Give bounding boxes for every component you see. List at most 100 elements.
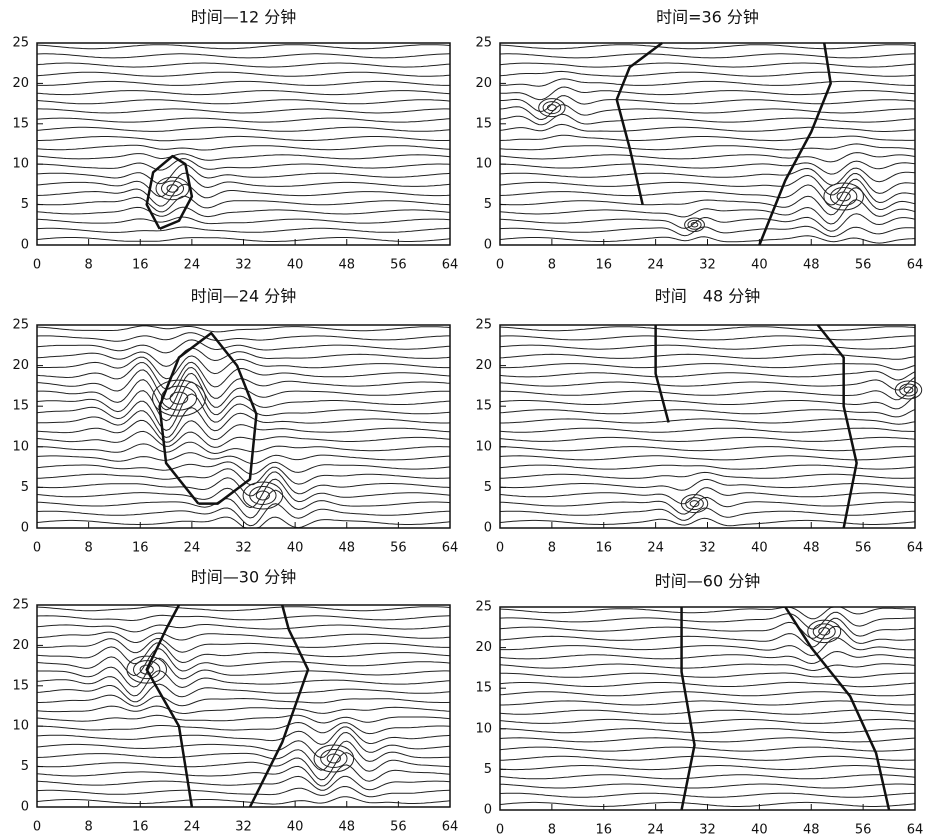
streamline — [36, 648, 451, 677]
x-tick-label: 24 — [184, 258, 201, 273]
streamline — [499, 395, 916, 410]
y-tick-label: 10 — [12, 719, 29, 734]
streamline — [36, 419, 451, 443]
streamline — [36, 80, 450, 86]
streamline — [36, 726, 451, 745]
x-tick-label: 8 — [84, 541, 92, 556]
streamline — [36, 740, 451, 771]
y-tick-label: 15 — [475, 399, 492, 414]
streamline — [499, 134, 916, 142]
x-tick-label: 56 — [390, 258, 407, 273]
streamline — [500, 384, 916, 401]
x-tick-label: 56 — [855, 823, 872, 835]
streamline — [36, 226, 451, 233]
vortex — [169, 391, 189, 405]
vortex — [538, 98, 566, 118]
panel-title: 时间—30 分钟 — [191, 568, 296, 587]
y-tick-label: 0 — [21, 521, 29, 536]
streamline — [499, 650, 916, 665]
vortex — [680, 494, 709, 514]
front-line — [248, 604, 310, 808]
y-tick-label: 20 — [475, 358, 492, 373]
x-tick-label: 0 — [33, 820, 41, 835]
x-tick-label: 24 — [184, 820, 201, 835]
streamline — [499, 728, 916, 734]
streamline — [499, 152, 916, 163]
streamline — [500, 363, 916, 371]
streamline — [499, 663, 916, 672]
streamline — [36, 381, 451, 422]
streamline — [499, 617, 916, 639]
streamline — [36, 605, 451, 612]
x-tick-label: 48 — [338, 820, 355, 835]
streamline — [37, 108, 451, 114]
streamline — [499, 326, 916, 332]
vortex — [836, 191, 851, 202]
streamline — [36, 99, 451, 105]
vortex — [807, 619, 842, 644]
streamline — [36, 614, 451, 622]
streamline — [36, 721, 451, 735]
panel-title: 时间=36 分钟 — [656, 8, 759, 27]
streamline — [499, 792, 915, 798]
y-tick-label: 15 — [12, 399, 29, 414]
streamline — [499, 187, 916, 216]
vortex — [326, 753, 341, 764]
streamline — [499, 213, 916, 232]
streamline — [499, 104, 916, 121]
vortex — [313, 744, 355, 773]
x-tick-label: 16 — [132, 541, 149, 556]
streamline — [36, 430, 451, 448]
y-tick-label: 20 — [475, 76, 492, 91]
streamline — [499, 62, 916, 68]
y-tick-label: 0 — [21, 800, 29, 815]
y-tick-label: 0 — [484, 238, 492, 253]
x-tick-label: 24 — [647, 541, 664, 556]
streamline — [499, 376, 916, 391]
streamline — [499, 160, 916, 175]
streamline — [499, 746, 916, 752]
streamline — [500, 637, 915, 657]
x-tick-label: 48 — [803, 541, 820, 556]
streamline — [499, 755, 916, 761]
panel-title: 时间 48 分钟 — [655, 287, 760, 306]
streamline — [36, 624, 451, 633]
vortex — [320, 749, 348, 769]
streamline — [36, 705, 451, 715]
streamline — [499, 86, 916, 101]
x-tick-label: 16 — [595, 541, 612, 556]
streamline — [36, 683, 451, 703]
streamline — [499, 53, 916, 59]
streamline — [499, 606, 916, 620]
y-tick-label: 10 — [12, 439, 29, 454]
streamline — [36, 153, 451, 161]
x-tick-label: 48 — [803, 823, 820, 835]
streamline — [36, 478, 451, 509]
front-line — [680, 607, 696, 811]
x-tick-label: 56 — [855, 258, 872, 273]
vortex — [133, 660, 161, 680]
x-tick-label: 8 — [548, 258, 556, 273]
y-tick-label: 20 — [475, 640, 492, 655]
streamline — [36, 53, 451, 59]
streamline — [500, 672, 915, 678]
x-tick-label: 40 — [751, 823, 768, 835]
y-tick-label: 10 — [475, 721, 492, 736]
streamline — [36, 393, 451, 431]
x-tick-label: 56 — [855, 541, 872, 556]
vortex — [255, 490, 270, 501]
streamline — [499, 172, 916, 196]
vortex — [126, 655, 168, 684]
x-tick-label: 0 — [33, 541, 41, 556]
vortex — [684, 217, 705, 233]
streamline — [36, 731, 451, 759]
x-tick-label: 32 — [235, 820, 252, 835]
streamline — [36, 466, 451, 486]
y-tick-label: 10 — [12, 157, 29, 172]
x-tick-label: 40 — [287, 541, 304, 556]
vortex — [685, 497, 704, 511]
streamline — [499, 70, 916, 77]
streamline — [36, 642, 451, 665]
streamline — [499, 370, 916, 381]
